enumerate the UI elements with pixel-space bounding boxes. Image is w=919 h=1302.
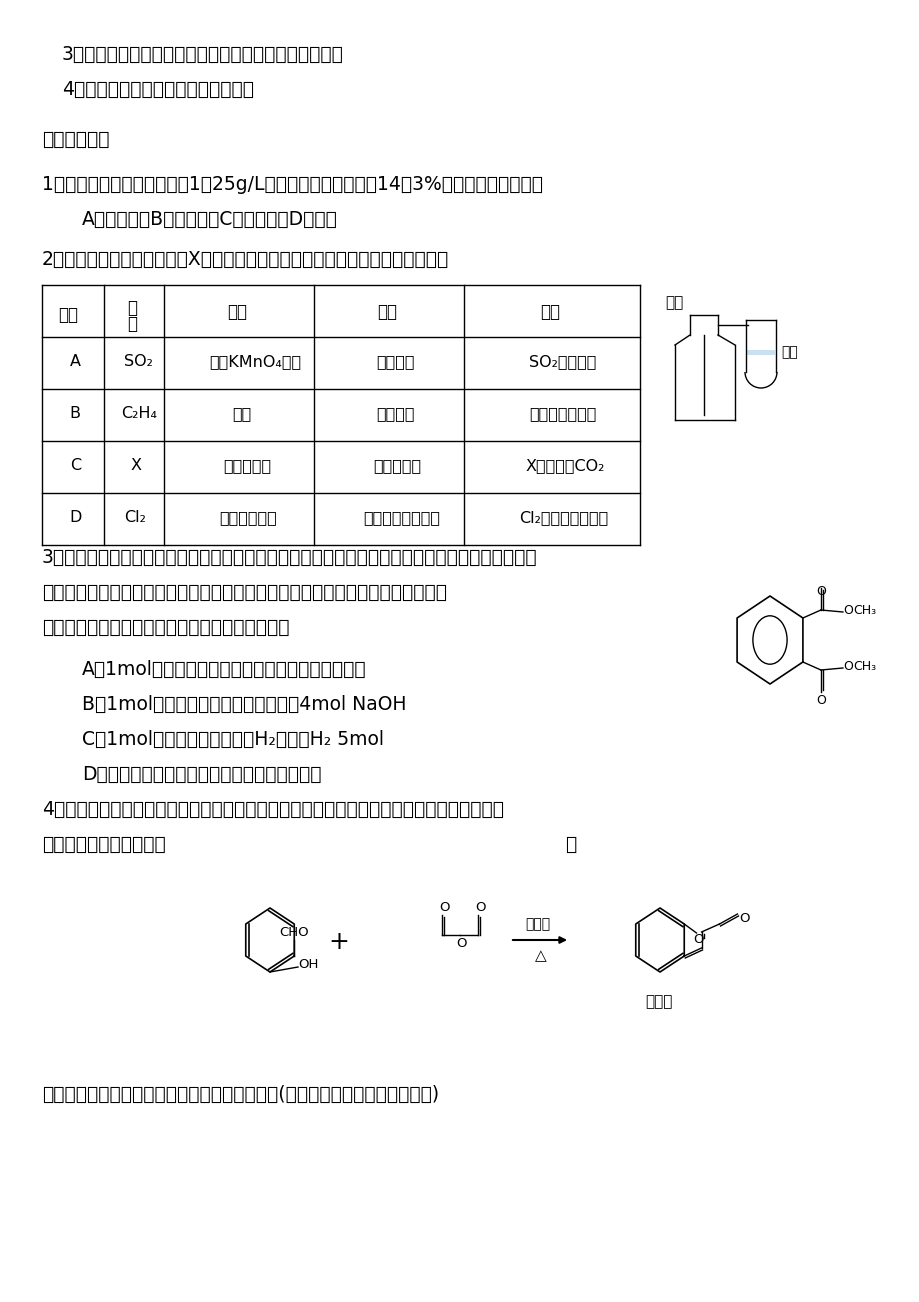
Text: D．邻苯二甲酸二甲酯苯环上的一氯代物有两种: D．邻苯二甲酸二甲酯苯环上的一氯代物有两种 bbox=[82, 766, 321, 784]
Text: O: O bbox=[456, 937, 466, 950]
Bar bbox=[746, 350, 774, 355]
Text: 溶液变浑浊: 溶液变浑浊 bbox=[372, 458, 420, 473]
Text: △: △ bbox=[535, 948, 546, 963]
Text: 以下是由甲苯为原料生产香豆素的一种合成路线(部分反应条件及副产物已略去): 以下是由甲苯为原料生产香豆素的一种合成路线(部分反应条件及副产物已略去) bbox=[42, 1085, 438, 1104]
Text: SO₂: SO₂ bbox=[124, 354, 153, 368]
Text: 体: 体 bbox=[127, 315, 137, 333]
Text: 紫色石蕊试液: 紫色石蕊试液 bbox=[220, 510, 277, 525]
Text: 4．确定样品分子结构，写出结构简式: 4．确定样品分子结构，写出结构简式 bbox=[62, 79, 254, 99]
Text: 【课堂精练】: 【课堂精练】 bbox=[42, 130, 109, 148]
Text: 酸性KMnO₄溶液: 酸性KMnO₄溶液 bbox=[210, 354, 301, 368]
Text: O: O bbox=[815, 694, 825, 707]
Text: 溶液先变红后褪色: 溶液先变红后褪色 bbox=[363, 510, 439, 525]
Text: 试剂: 试剂 bbox=[780, 345, 797, 359]
Text: 化剂存在下加热反应制得: 化剂存在下加热反应制得 bbox=[42, 835, 165, 854]
Text: O: O bbox=[842, 660, 852, 673]
Text: O: O bbox=[438, 901, 449, 914]
Text: 气: 气 bbox=[127, 299, 137, 316]
Text: 气体: 气体 bbox=[664, 296, 683, 310]
Text: B．1mol邻苯二甲酸二甲酯完全水解需4mol NaOH: B．1mol邻苯二甲酸二甲酯完全水解需4mol NaOH bbox=[82, 695, 406, 713]
Text: 溶液褪色: 溶液褪色 bbox=[376, 406, 414, 421]
Text: X: X bbox=[130, 458, 142, 473]
Text: 3．推测样品分子的碳骨架结构和官能团在碳键上的位置: 3．推测样品分子的碳骨架结构和官能团在碳键上的位置 bbox=[62, 46, 344, 64]
Text: A．1mol邻苯二甲酸二甲酯完全水解可得到三种产物: A．1mol邻苯二甲酸二甲酯完全水解可得到三种产物 bbox=[82, 660, 367, 680]
Text: 结论: 结论 bbox=[539, 303, 560, 322]
Text: CH₃: CH₃ bbox=[852, 604, 875, 617]
Text: O: O bbox=[842, 604, 852, 617]
Text: 试剂: 试剂 bbox=[227, 303, 246, 322]
Text: OH: OH bbox=[298, 958, 318, 971]
Text: O: O bbox=[739, 911, 749, 924]
Text: C．1mol邻苯二甲酸二甲酯与H₂加成需H₂ 5mol: C．1mol邻苯二甲酸二甲酯与H₂加成需H₂ 5mol bbox=[82, 730, 383, 749]
Text: C: C bbox=[70, 458, 81, 473]
Text: Cl₂: Cl₂ bbox=[124, 510, 146, 525]
Text: B: B bbox=[70, 406, 81, 421]
Text: A．乙烷　　B．乙烯　　C．乙炔　　D．乙醇: A．乙烷 B．乙烯 C．乙炔 D．乙醇 bbox=[82, 210, 337, 229]
Text: 1．某烃在标准状态下密度为1．25g/L，氢元素的质量分数为14．3%，则该烃是（　　）: 1．某烃在标准状态下密度为1．25g/L，氢元素的质量分数为14．3%，则该烃是… bbox=[42, 174, 542, 194]
Text: C₂H₄: C₂H₄ bbox=[121, 406, 157, 421]
Text: 3．媒体曝台湾多种知名品牌的运动饮料、果汁等食品被查出遭到塑化剂污染，塑化剂一般是用来软: 3．媒体曝台湾多种知名品牌的运动饮料、果汁等食品被查出遭到塑化剂污染，塑化剂一般… bbox=[42, 548, 537, 566]
Text: A: A bbox=[70, 354, 81, 368]
Text: CHO: CHO bbox=[279, 926, 309, 939]
Text: 香豆素: 香豆素 bbox=[644, 993, 672, 1009]
Text: 催化剂: 催化剂 bbox=[525, 917, 550, 931]
Text: 能发生加成反应: 能发生加成反应 bbox=[528, 406, 596, 421]
Text: 化塑料制品，如果长期大量食用可能致癌。塑化剂的成分之一邻苯二甲酸二甲酯的: 化塑料制品，如果长期大量食用可能致癌。塑化剂的成分之一邻苯二甲酸二甲酯的 bbox=[42, 583, 447, 602]
Text: SO₂有氧化性: SO₂有氧化性 bbox=[528, 354, 596, 368]
Text: O: O bbox=[693, 934, 703, 947]
Text: +: + bbox=[328, 930, 348, 954]
Text: D: D bbox=[70, 510, 82, 525]
Text: 现象: 现象 bbox=[377, 303, 397, 322]
Text: O: O bbox=[474, 901, 485, 914]
Text: O: O bbox=[815, 585, 825, 598]
Text: 2．下图装置可用于收集气体X并验证其某些化学性质，你认为正确的是（　　）: 2．下图装置可用于收集气体X并验证其某些化学性质，你认为正确的是（ ） bbox=[42, 250, 448, 270]
Text: Cl₂有酸性和漂白性: Cl₂有酸性和漂白性 bbox=[519, 510, 608, 525]
Text: 4．香豆素是一种天然香料，存在于黑香豆、兰花等植物中。工业上常用水杨醛与乙酸酐在催: 4．香豆素是一种天然香料，存在于黑香豆、兰花等植物中。工业上常用水杨醛与乙酸酐在… bbox=[42, 799, 504, 819]
Text: 溶液褪色: 溶液褪色 bbox=[376, 354, 414, 368]
Text: 结构简式如右图所示，下列说法正确的是（　　）: 结构简式如右图所示，下列说法正确的是（ ） bbox=[42, 618, 289, 637]
Text: CH₃: CH₃ bbox=[852, 660, 875, 673]
Text: 溴水: 溴水 bbox=[233, 406, 252, 421]
Text: 澄清石灰水: 澄清石灰水 bbox=[222, 458, 270, 473]
Text: X不一定是CO₂: X不一定是CO₂ bbox=[526, 458, 605, 473]
Text: 选项: 选项 bbox=[58, 306, 78, 324]
Text: ：: ： bbox=[564, 835, 575, 854]
